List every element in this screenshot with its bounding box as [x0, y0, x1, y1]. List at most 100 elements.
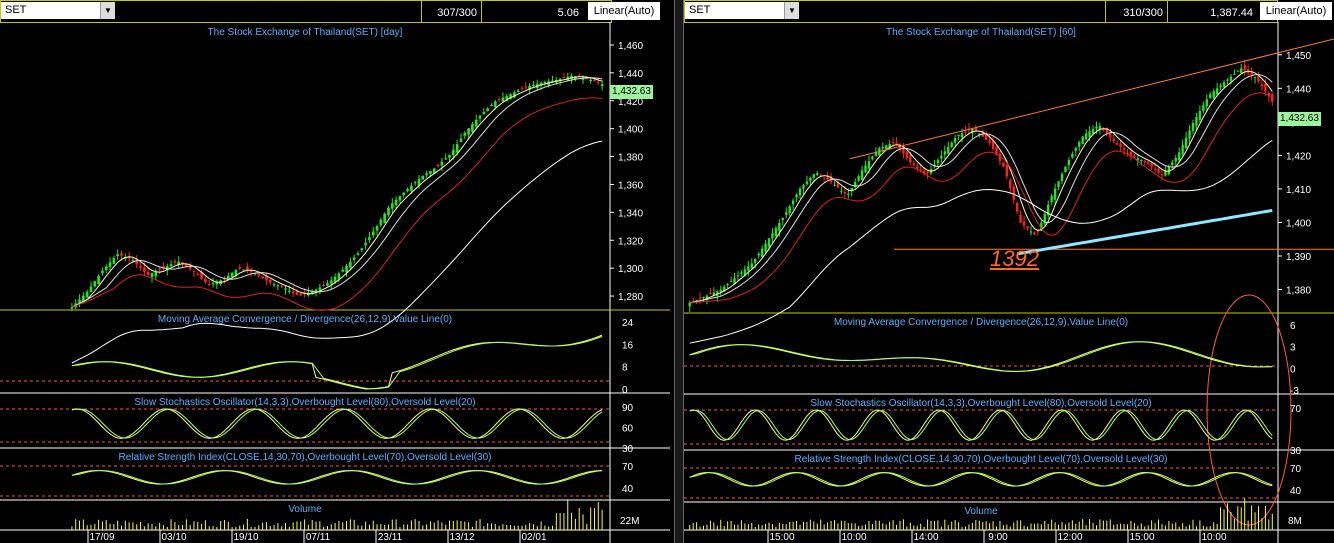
candle-body — [337, 273, 341, 279]
right-bars-count: 310/300 — [1105, 1, 1167, 22]
candle-body — [847, 193, 850, 195]
candle-body — [926, 171, 929, 174]
x-axis-label: 15:00 — [1129, 532, 1154, 543]
right-scale-mode[interactable]: Linear(Auto) — [1260, 2, 1332, 20]
price-tick-label: 1,380 — [1286, 286, 1311, 297]
x-axis-label: 10:00 — [1201, 532, 1226, 543]
candle-body — [326, 283, 329, 286]
candle-body — [1209, 94, 1212, 98]
candle-body — [101, 270, 104, 274]
macd-panel-title: Moving Average Convergence / Divergence(… — [158, 314, 452, 325]
candle-body — [1264, 83, 1267, 92]
left-value-readout: 5.06 — [481, 1, 583, 22]
candle-body — [833, 184, 836, 186]
stoch-tick-label: 60 — [622, 424, 634, 435]
candle-body — [1074, 148, 1078, 151]
candle-body — [843, 191, 847, 194]
candle-body — [207, 284, 211, 286]
candle-body — [698, 297, 702, 299]
candle-body — [299, 293, 303, 296]
candle-body — [1233, 73, 1236, 75]
candle-body — [816, 173, 819, 175]
candle-body — [943, 151, 947, 155]
candle-body — [562, 76, 566, 78]
candle-body — [406, 189, 409, 192]
candle-body — [1078, 142, 1081, 147]
candle-body — [1105, 127, 1109, 134]
candle-body — [257, 272, 261, 276]
chevron-down-icon[interactable]: ▼ — [784, 2, 799, 19]
candle-body — [1260, 84, 1264, 87]
candle-body — [371, 231, 375, 236]
rsi-panel-title: Relative Strength Index(CLOSE,14,30,70),… — [119, 452, 492, 463]
candle-body — [978, 133, 981, 135]
candle-body — [482, 112, 486, 115]
left-symbol-select[interactable]: SET ▼ — [1, 2, 115, 19]
candle-body — [1157, 168, 1160, 173]
candle-body — [493, 101, 497, 107]
x-axis-label: 02/01 — [521, 532, 546, 543]
candle-body — [1146, 161, 1150, 164]
candle-body — [360, 248, 364, 251]
rsi-signal-line — [71, 470, 603, 485]
candle-body — [528, 85, 531, 90]
candle-body — [291, 291, 295, 293]
candle-body — [778, 222, 781, 232]
candle-body — [410, 185, 413, 191]
chevron-down-icon[interactable]: ▼ — [100, 2, 115, 19]
candle-body — [120, 253, 123, 256]
candle-body — [589, 79, 592, 82]
candle-body — [276, 285, 280, 287]
candle-body — [333, 276, 337, 283]
candle-body — [280, 285, 284, 287]
candle-body — [971, 128, 974, 134]
candle-body — [196, 274, 200, 276]
candle-body — [310, 291, 314, 294]
price-tick-label: 1,400 — [1286, 218, 1311, 229]
candle-body — [1119, 143, 1122, 147]
candle-body — [884, 145, 888, 149]
right-symbol-select[interactable]: SET ▼ — [685, 2, 799, 19]
candle-body — [1205, 99, 1208, 107]
price-tick-label: 1,420 — [618, 97, 643, 108]
candle-body — [919, 169, 922, 172]
x-axis-label: 15:00 — [769, 532, 794, 543]
candle-body — [964, 131, 967, 133]
candle-body — [953, 138, 957, 143]
candle-body — [1047, 204, 1050, 216]
candle-body — [1091, 129, 1095, 134]
price-tick-label: 1,320 — [618, 236, 643, 247]
volume-panel-title: Volume — [288, 504, 322, 515]
candle-body — [158, 268, 161, 270]
stoch-signal-line — [689, 409, 1273, 441]
candle-body — [826, 176, 829, 180]
candle-body — [295, 291, 299, 295]
x-axis-label: 13/12 — [449, 532, 474, 543]
candle-body — [253, 273, 257, 275]
price-tick-label: 1,380 — [618, 153, 643, 164]
candle-body — [112, 258, 116, 264]
right-toolbar: SET ▼ 310/300 1,387.44 — [684, 0, 1278, 23]
candle-body — [211, 283, 215, 285]
candle-body — [322, 285, 325, 287]
resistance-trendline — [849, 38, 1334, 160]
left-symbol-value: SET — [5, 4, 27, 16]
candle-body — [1212, 91, 1215, 98]
candle-body — [226, 275, 230, 280]
candle-body — [1181, 145, 1184, 154]
left-chart-canvas[interactable]: The Stock Exchange of Thailand(SET) [day… — [0, 0, 674, 543]
candle-body — [822, 177, 826, 179]
pane-splitter[interactable] — [674, 0, 684, 543]
candle-body — [501, 97, 505, 102]
price-panel-title: The Stock Exchange of Thailand(SET) [60] — [886, 27, 1076, 38]
right-chart-canvas[interactable]: The Stock Exchange of Thailand(SET) [60]… — [684, 0, 1334, 543]
candle-body — [127, 257, 131, 259]
ma-long-line — [689, 139, 1273, 344]
macd-tick-label: 0 — [622, 385, 628, 396]
candle-body — [909, 155, 912, 163]
ma-mid-line — [689, 74, 1273, 304]
candle-body — [1136, 158, 1140, 161]
left-scale-mode[interactable]: Linear(Auto) — [588, 2, 660, 20]
candle-body — [318, 287, 322, 290]
candle-body — [1198, 111, 1202, 120]
